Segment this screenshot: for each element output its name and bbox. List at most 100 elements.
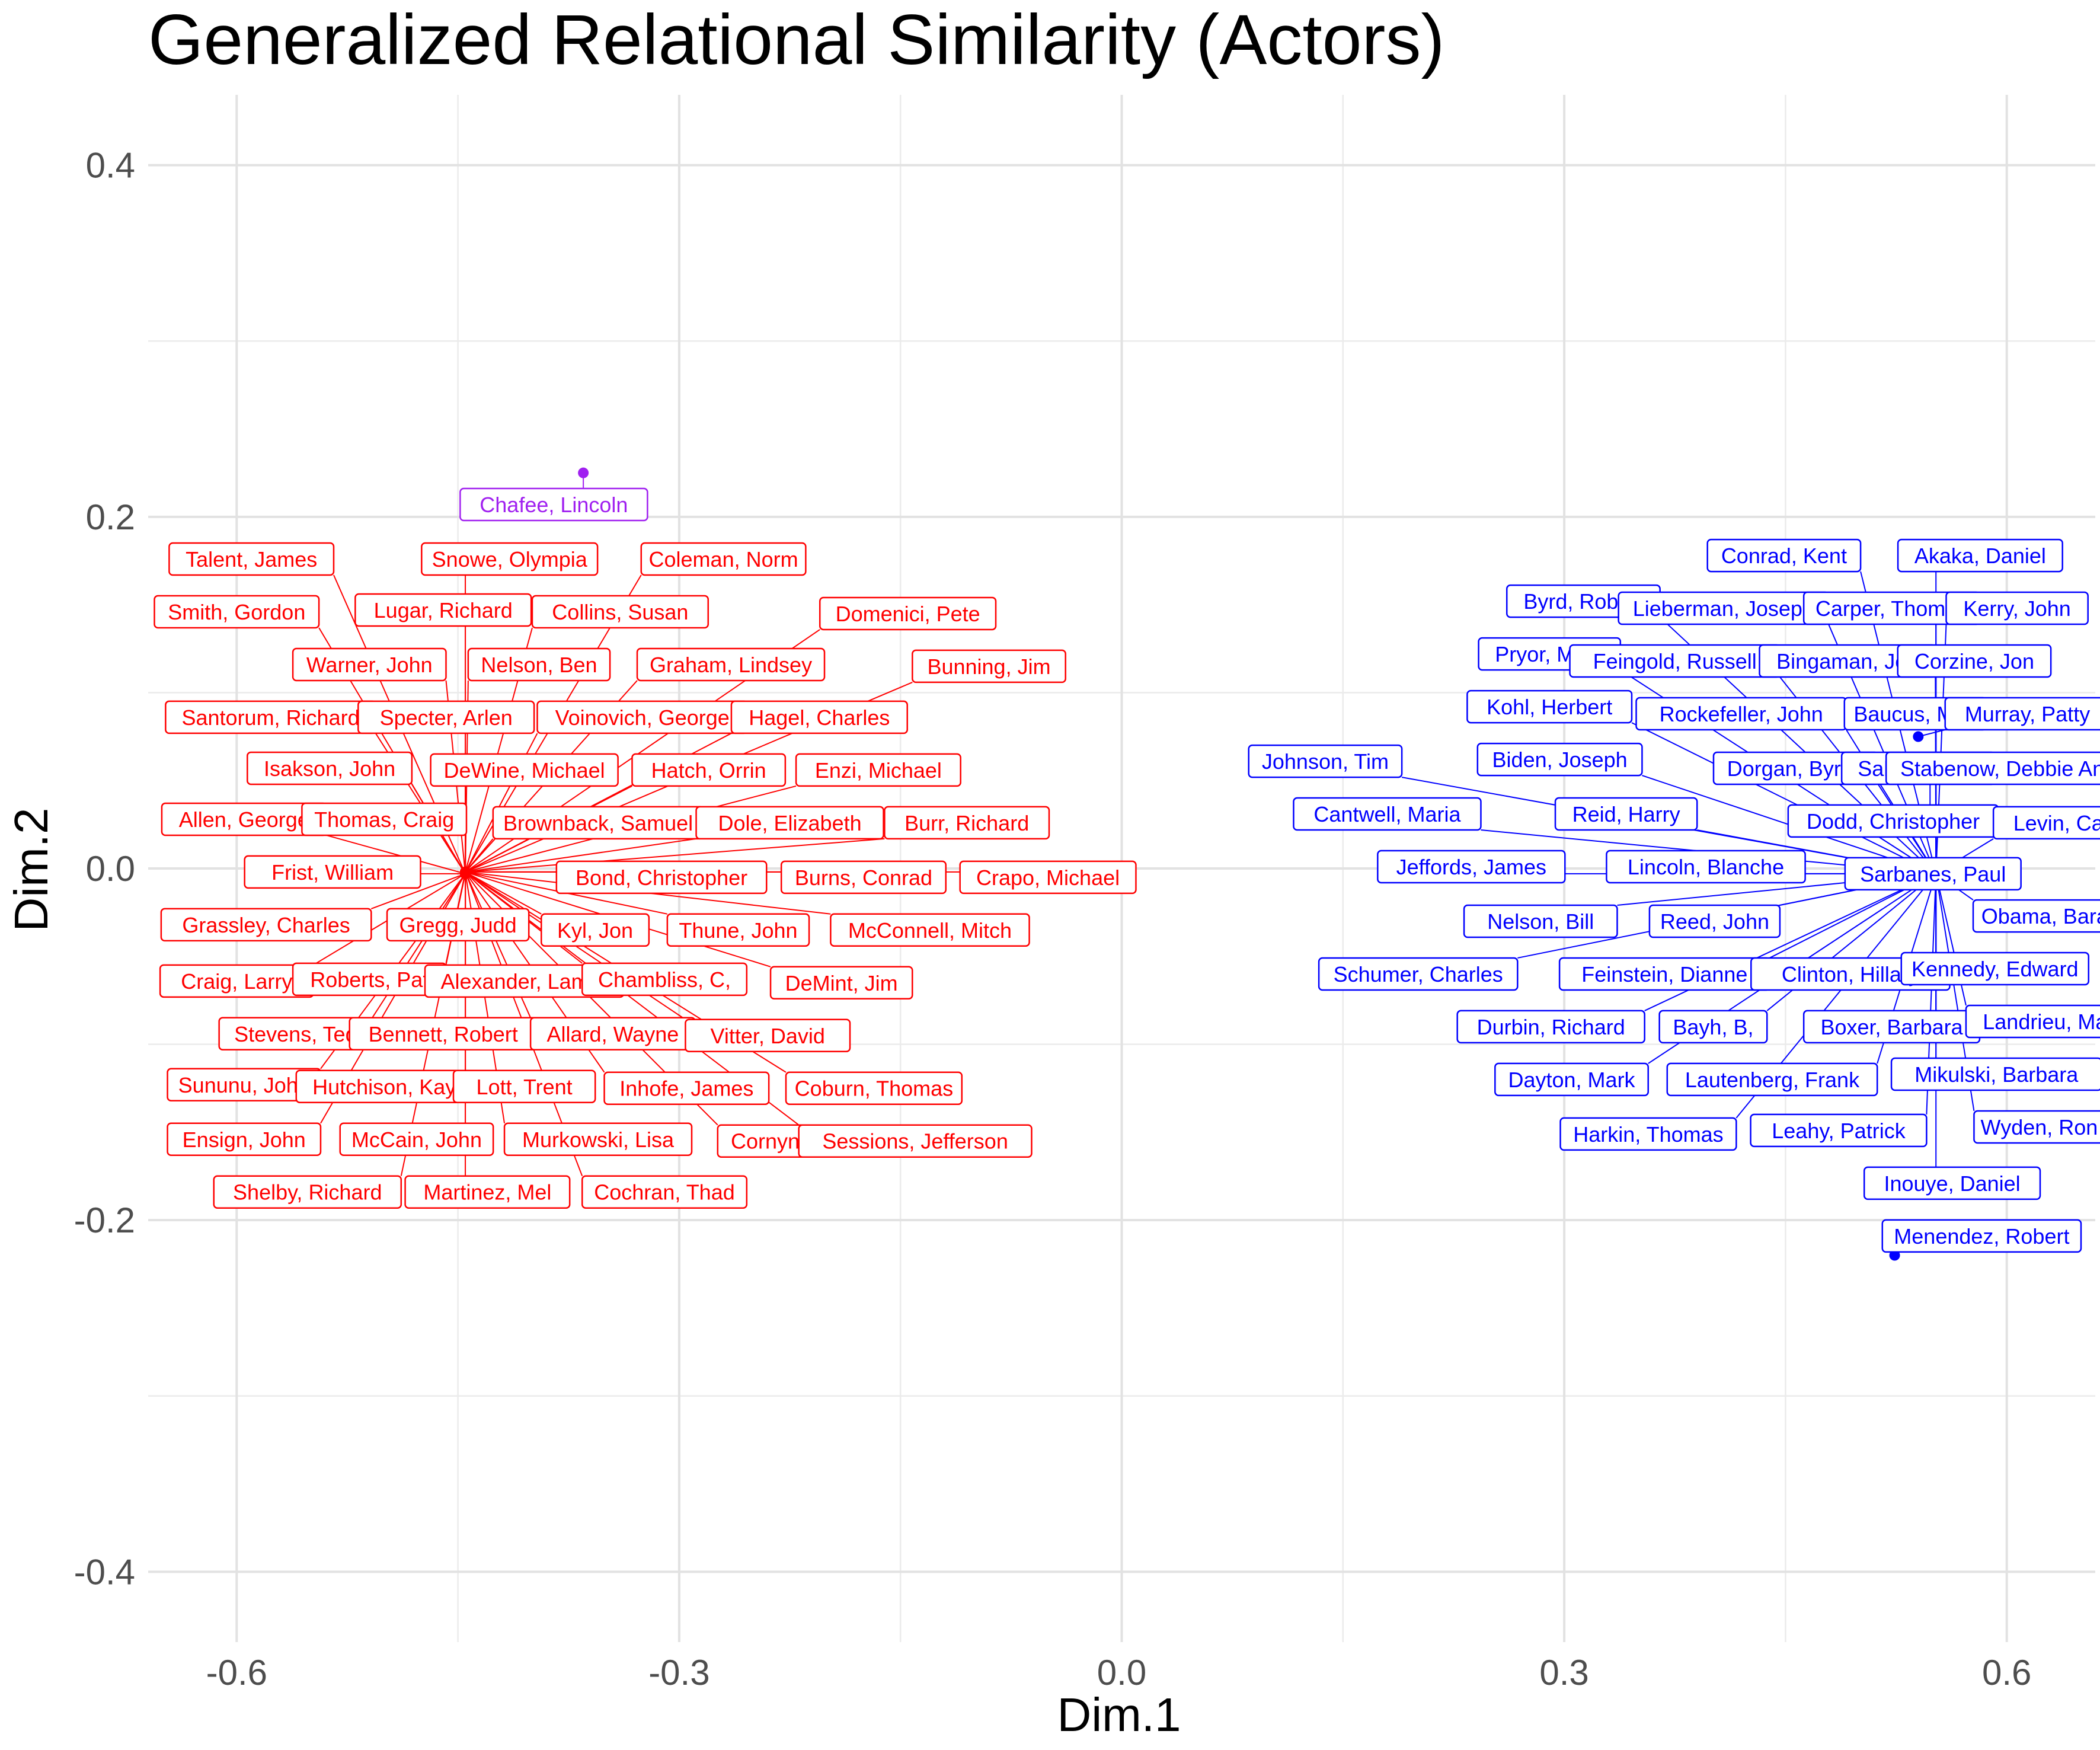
point-label-text: Craig, Larry	[181, 969, 292, 994]
point-label: Feingold, Russell	[1569, 644, 1781, 678]
point-label-box	[1945, 591, 2089, 625]
point-label-text: Carper, Thomas	[1815, 596, 1968, 621]
point-label-text: Lugar, Richard	[374, 598, 513, 622]
point-label: Bingaman, Jeff	[1759, 644, 1936, 678]
point-label-text: Kerry, John	[1963, 596, 2070, 621]
point-label-text: Talent, James	[186, 547, 317, 571]
point-label-text: DeMint, Jim	[785, 971, 898, 995]
point-label-text: Smith, Gordon	[168, 600, 305, 624]
point-label-box	[168, 542, 335, 576]
point-label: Gregg, Judd	[386, 908, 530, 942]
point-label-box	[795, 753, 961, 787]
point-label: Landrieu, Mary	[1965, 1004, 2100, 1039]
point-label-text: Kennedy, Edward	[1912, 957, 2079, 981]
point-label-text: Hutchison, Kay	[312, 1075, 456, 1099]
point-label: Shelby, Richard	[213, 1175, 402, 1209]
label-connector	[370, 873, 466, 909]
point-label-text: Bayh, B,	[1673, 1015, 1753, 1039]
point-label-text: Inhofe, James	[619, 1077, 753, 1101]
point-label-text: Dodd, Christopher	[1807, 809, 1980, 834]
point-label: DeMint, Jim	[769, 966, 913, 1000]
x-tick-label: 0.0	[1097, 1653, 1146, 1692]
point-label-box	[1844, 857, 2022, 891]
point-label-box	[386, 908, 530, 942]
point-label: Bond, Christopher	[555, 860, 768, 895]
data-point	[578, 467, 589, 478]
point-label: Lieberman, Joseph	[1618, 591, 1830, 625]
point-label-box	[430, 753, 619, 787]
point-label-text: Schumer, Charles	[1334, 962, 1503, 986]
point-label-text: Allard, Wayne	[547, 1022, 679, 1046]
data-point	[1913, 731, 1924, 742]
point-label: Allen, George	[161, 802, 327, 836]
point-label: Brownback, Samuel	[492, 806, 704, 840]
point-label-box	[531, 595, 709, 629]
point-label-box	[819, 596, 997, 631]
point-label: Sununu, John	[167, 1068, 322, 1102]
point-label-box	[1666, 1062, 1878, 1097]
point-label-text: Nelson, Bill	[1487, 909, 1594, 934]
point-label-box	[452, 1069, 596, 1104]
point-label-box	[769, 966, 913, 1000]
point-label-box	[730, 700, 908, 735]
point-label: Allard, Wayne	[529, 1017, 696, 1051]
point-label: Lincoln, Blanche	[1606, 850, 1806, 884]
point-label: Biden, Joseph	[1476, 742, 1643, 777]
point-label-text: Gregg, Judd	[399, 913, 517, 937]
point-label: Kyl, Jon	[541, 913, 650, 947]
point-label-box	[780, 860, 947, 895]
point-label-box	[404, 1175, 571, 1209]
point-label-text: Bennett, Robert	[369, 1022, 518, 1046]
point-label-text: Shelby, Richard	[233, 1180, 382, 1205]
point-label: Clinton, Hillary	[1750, 957, 1951, 991]
point-label-text: Reed, John	[1660, 909, 1769, 934]
y-tick-label: 0.4	[86, 146, 135, 186]
point-label-text: Cantwell, Maria	[1313, 802, 1461, 826]
point-label-box	[459, 487, 648, 522]
point-label: Harkin, Thomas	[1559, 1117, 1737, 1151]
point-label: Bayh, B,	[1658, 1010, 1768, 1044]
point-label: Warner, John	[292, 647, 447, 682]
point-label-text: Bingaman, Jeff	[1776, 649, 1919, 673]
point-label: Talent, James	[168, 542, 335, 576]
y-axis-title: Dim.2	[5, 808, 57, 932]
point-label: Lugar, Richard	[354, 593, 532, 627]
point-label: Menendez, Robert	[1881, 1219, 2082, 1253]
point-label-box	[467, 647, 611, 682]
point-label-text: Isakson, John	[264, 756, 395, 781]
point-label-box	[1318, 957, 1519, 991]
point-label-text: Boxer, Barbara	[1820, 1015, 1963, 1039]
point-label-text: Burr, Richard	[904, 811, 1029, 835]
point-label-text: Crapo, Michael	[976, 866, 1120, 890]
point-label-box	[421, 542, 599, 576]
point-label: Coburn, Thomas	[785, 1071, 963, 1105]
point-label-text: Allen, George	[179, 807, 309, 832]
y-tick-label: 0.0	[86, 849, 135, 889]
point-label-text: Coburn, Thomas	[795, 1077, 953, 1101]
point-label-text: Wyden, Ron	[1981, 1115, 2098, 1139]
point-label-box	[1377, 850, 1566, 884]
point-label: Sarbanes, Paul	[1844, 857, 2022, 891]
point-label-text: Enzi, Michael	[815, 758, 942, 783]
point-label: Isakson, John	[247, 751, 413, 785]
point-label-text: Sununu, John	[178, 1073, 310, 1097]
point-label-text: Akaka, Daniel	[1914, 544, 2046, 568]
point-label-box	[1897, 538, 2063, 573]
point-label: McConnell, Mitch	[830, 913, 1030, 947]
point-label-box	[1750, 1113, 1928, 1148]
point-label: Kerry, John	[1945, 591, 2089, 625]
point-label-text: Landrieu, Mary	[1983, 1010, 2100, 1034]
point-label: Specter, Arlen	[357, 700, 535, 735]
point-label: Dorgan, Byron	[1712, 751, 1879, 785]
point-label-text: Rockefeller, John	[1660, 702, 1823, 726]
point-label-text: Ensign, John	[183, 1128, 306, 1152]
point-label: Roberts, Pat	[292, 962, 447, 997]
point-label: Kennedy, Edward	[1900, 951, 2090, 986]
point-label-box	[1973, 1110, 2100, 1144]
point-label-text: Santorum, Richard	[181, 705, 359, 730]
point-label: Snowe, Olympia	[421, 542, 599, 576]
point-label-box	[167, 1122, 322, 1156]
point-label-text: Nelson, Ben	[481, 653, 597, 677]
point-label-text: Cochran, Thad	[594, 1180, 734, 1205]
